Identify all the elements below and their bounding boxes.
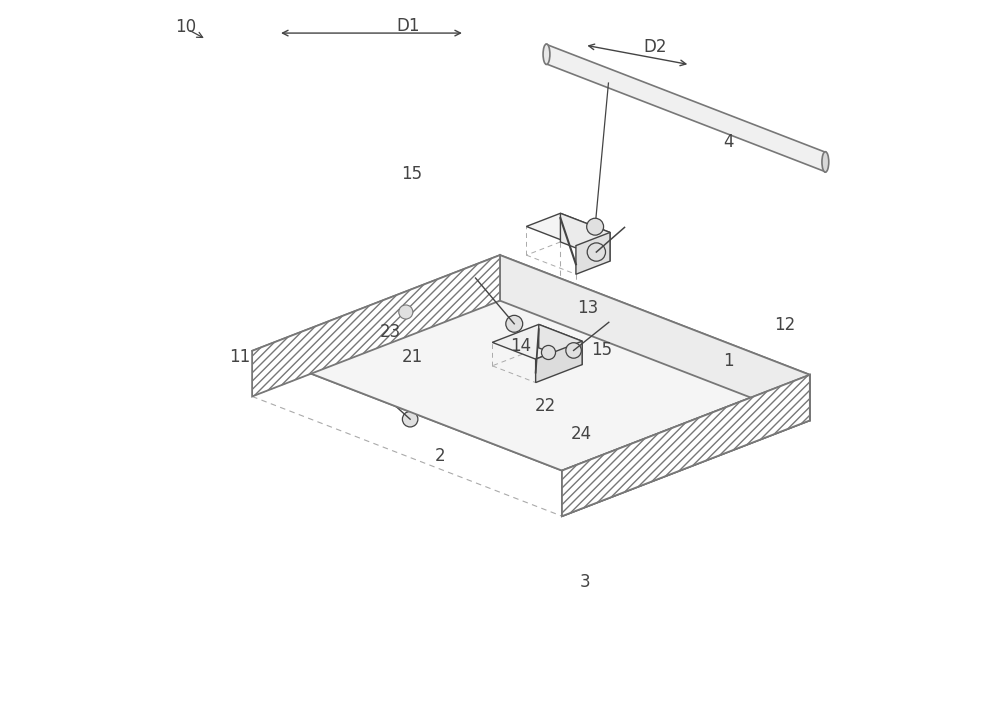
Text: 3: 3 <box>579 573 590 591</box>
Text: 23: 23 <box>380 323 401 341</box>
Text: 12: 12 <box>775 316 796 334</box>
Text: 24: 24 <box>570 426 592 443</box>
Text: 2: 2 <box>435 447 445 464</box>
Text: D2: D2 <box>643 38 667 56</box>
Text: 15: 15 <box>401 165 423 183</box>
Circle shape <box>566 343 581 358</box>
Polygon shape <box>500 255 810 421</box>
Polygon shape <box>492 325 582 359</box>
Polygon shape <box>539 325 582 365</box>
Text: 14: 14 <box>511 337 532 356</box>
Circle shape <box>587 218 604 235</box>
Circle shape <box>587 243 606 261</box>
Ellipse shape <box>543 44 550 64</box>
Text: 15: 15 <box>592 341 613 359</box>
Polygon shape <box>252 255 810 471</box>
Polygon shape <box>252 255 500 397</box>
Text: 10: 10 <box>175 18 196 36</box>
Text: 13: 13 <box>577 299 599 317</box>
Polygon shape <box>562 375 810 516</box>
Polygon shape <box>562 375 810 516</box>
Text: 22: 22 <box>535 397 556 415</box>
Text: 4: 4 <box>724 133 734 151</box>
Polygon shape <box>560 214 610 261</box>
Circle shape <box>402 411 418 427</box>
Polygon shape <box>546 45 825 172</box>
Text: 11: 11 <box>229 348 250 366</box>
Polygon shape <box>526 214 610 245</box>
Circle shape <box>541 346 556 360</box>
Circle shape <box>399 305 413 319</box>
Text: D1: D1 <box>397 17 420 35</box>
Ellipse shape <box>822 152 829 173</box>
Polygon shape <box>536 341 582 382</box>
Polygon shape <box>576 233 610 274</box>
Text: 1: 1 <box>724 351 734 370</box>
Circle shape <box>506 315 523 332</box>
Text: 21: 21 <box>401 348 423 366</box>
